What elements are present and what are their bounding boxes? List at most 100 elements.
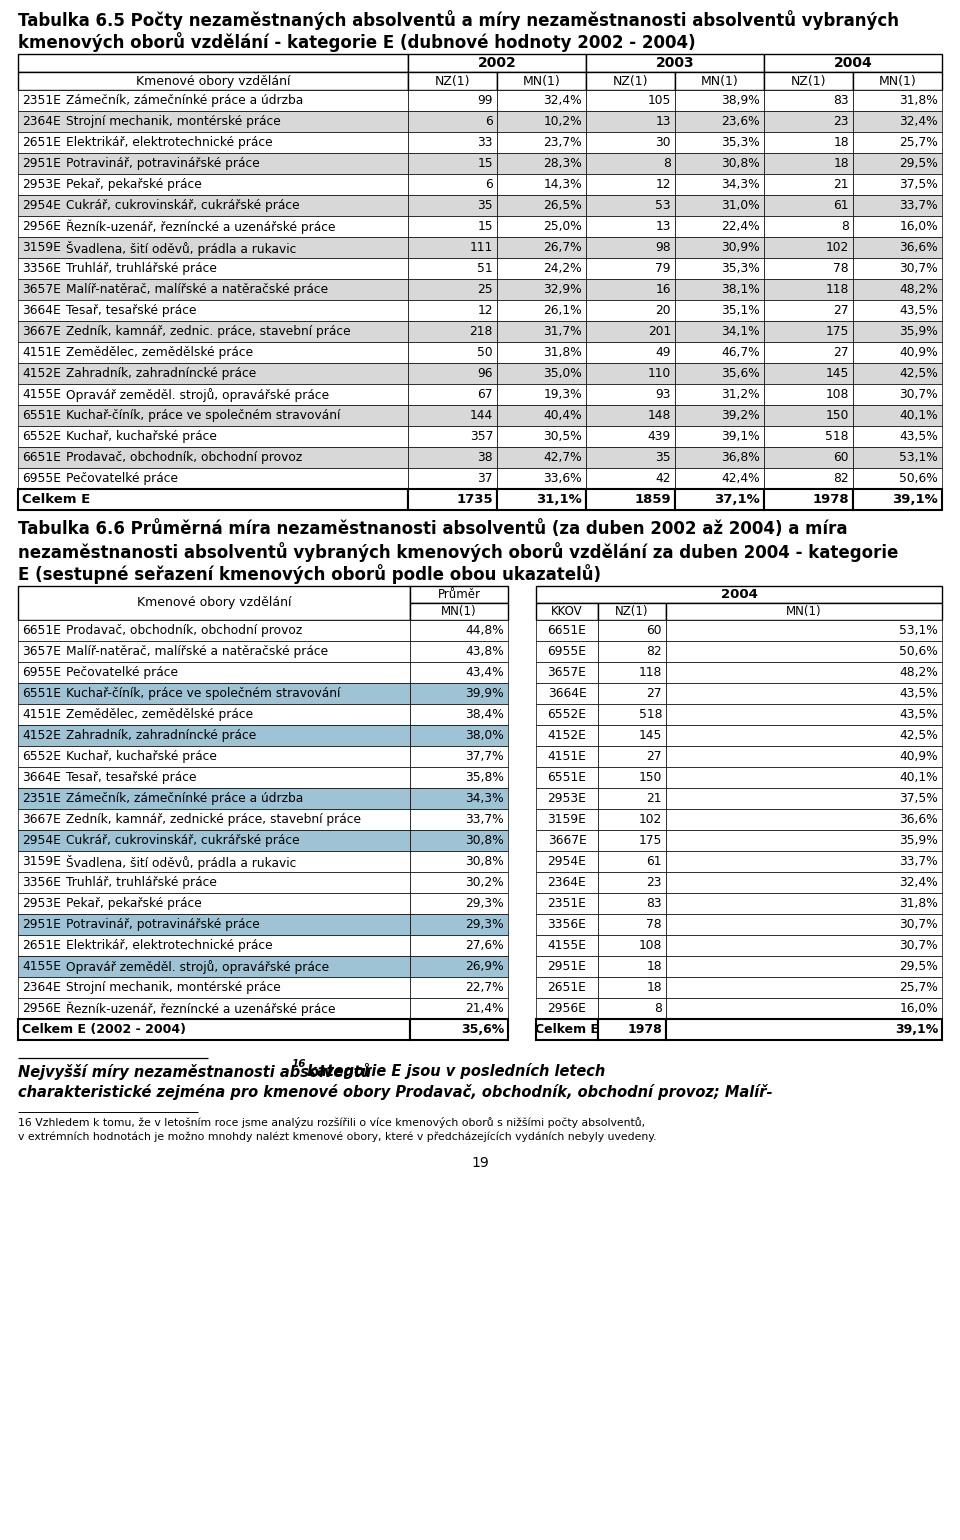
Text: 110: 110 (648, 367, 671, 380)
Text: 111: 111 (469, 240, 493, 254)
Text: 15: 15 (477, 157, 493, 169)
Bar (18, 320, 408, 342)
Bar (598, 745, 666, 767)
Text: Nejvyšší míry nezaměstnanosti absolventů: Nejvyšší míry nezaměstnanosti absolventů (18, 1063, 372, 1080)
Bar (18, 662, 410, 684)
Text: Truhlář, truhlářské práce: Truhlář, truhlářské práce (66, 876, 217, 889)
Text: 61: 61 (833, 199, 849, 213)
Bar (536, 998, 598, 1019)
Bar (18, 196, 408, 216)
Bar (408, 111, 497, 132)
Bar (675, 342, 764, 363)
Text: 23: 23 (646, 876, 662, 889)
Text: 78: 78 (646, 918, 662, 932)
Bar (536, 662, 598, 684)
Text: Kuchař, kuchařské práce: Kuchař, kuchařské práce (66, 750, 217, 762)
Text: Prodavač, obchodník, obchodní provoz: Prodavač, obchodník, obchodní provoz (66, 624, 302, 638)
Text: 27: 27 (833, 303, 849, 317)
Bar (497, 174, 586, 196)
Text: 83: 83 (646, 896, 662, 910)
Text: nezaměstnanosti absolventů vybraných kmenových oborů vzdělání za duben 2004 - ka: nezaměstnanosti absolventů vybraných kme… (18, 542, 899, 562)
Bar (18, 893, 410, 915)
Bar (410, 704, 508, 725)
Text: 175: 175 (638, 835, 662, 847)
Text: 48,2%: 48,2% (900, 665, 938, 679)
Text: Cukrář, cukrovinskář, cukrářské práce: Cukrář, cukrovinskář, cukrářské práce (66, 835, 300, 847)
Text: 82: 82 (833, 471, 849, 485)
Text: 218: 218 (469, 325, 493, 337)
Bar (586, 259, 675, 279)
Text: Celkem E (2002 - 2004): Celkem E (2002 - 2004) (22, 1023, 186, 1036)
Bar (18, 237, 408, 259)
Text: 2003: 2003 (656, 55, 694, 69)
Text: Zemědělec, zemědělské práce: Zemědělec, zemědělské práce (66, 346, 253, 359)
Text: Průměr: Průměr (438, 588, 481, 601)
Text: MN(1): MN(1) (442, 605, 477, 618)
Bar (408, 89, 497, 111)
Bar (675, 152, 764, 174)
Text: 42,5%: 42,5% (900, 728, 938, 742)
Text: 14,3%: 14,3% (543, 179, 582, 191)
Text: 105: 105 (648, 94, 671, 106)
Text: 39,2%: 39,2% (721, 410, 760, 422)
Bar (764, 320, 853, 342)
Bar (675, 490, 764, 510)
Text: Tesař, tesařské práce: Tesař, tesařské práce (66, 303, 197, 317)
Text: 53,1%: 53,1% (900, 451, 938, 464)
Text: 16: 16 (656, 283, 671, 296)
Text: 27: 27 (646, 687, 662, 701)
Text: Malíř-natěrač, malířské a natěračské práce: Malíř-natěrač, malířské a natěračské prá… (66, 283, 328, 296)
Bar (586, 216, 675, 237)
Text: 25: 25 (477, 283, 493, 296)
Bar (764, 54, 942, 72)
Text: 10,2%: 10,2% (543, 116, 582, 128)
Bar (764, 89, 853, 111)
Bar (853, 447, 942, 468)
Text: 50,6%: 50,6% (900, 471, 938, 485)
Text: Zahradník, zahradníncké práce: Zahradník, zahradníncké práce (66, 728, 256, 742)
Text: 3356E: 3356E (22, 876, 60, 889)
Text: 43,5%: 43,5% (900, 303, 938, 317)
Bar (598, 998, 666, 1019)
Bar (675, 405, 764, 427)
Bar (408, 279, 497, 300)
Text: 61: 61 (646, 855, 662, 869)
Text: 3667E: 3667E (22, 325, 60, 337)
Bar (675, 174, 764, 196)
Text: Zemědělec, zemědělské práce: Zemědělec, zemědělské práce (66, 708, 253, 721)
Text: 102: 102 (638, 813, 662, 825)
Bar (536, 621, 598, 641)
Text: 3159E: 3159E (22, 855, 60, 869)
Text: 33,7%: 33,7% (900, 199, 938, 213)
Bar (536, 587, 942, 604)
Text: Elektrikář, elektrotechnické práce: Elektrikář, elektrotechnické práce (66, 136, 273, 149)
Text: 35: 35 (656, 451, 671, 464)
Text: 32,4%: 32,4% (543, 94, 582, 106)
Text: 4151E: 4151E (22, 346, 60, 359)
Bar (536, 976, 598, 998)
Text: Kmenové obory vzdělání: Kmenové obory vzdělání (135, 75, 290, 88)
Text: Elektrikář, elektrotechnické práce: Elektrikář, elektrotechnické práce (66, 939, 273, 952)
Bar (853, 342, 942, 363)
Bar (598, 808, 666, 830)
Text: 1978: 1978 (627, 1023, 662, 1036)
Bar (410, 852, 508, 872)
Text: 34,3%: 34,3% (466, 792, 504, 805)
Bar (598, 976, 666, 998)
Bar (410, 604, 508, 621)
Text: 15: 15 (477, 220, 493, 233)
Text: 37: 37 (477, 471, 493, 485)
Text: 2002: 2002 (478, 55, 516, 69)
Text: 4155E: 4155E (22, 388, 61, 400)
Text: Zedník, kamnář, zednické práce, stavební práce: Zedník, kamnář, zednické práce, stavební… (66, 813, 361, 825)
Bar (410, 641, 508, 662)
Bar (666, 641, 942, 662)
Bar (536, 956, 598, 976)
Text: 34,3%: 34,3% (721, 179, 760, 191)
Bar (586, 468, 675, 490)
Bar (675, 132, 764, 152)
Text: 29,3%: 29,3% (466, 918, 504, 932)
Bar (586, 300, 675, 320)
Text: 83: 83 (833, 94, 849, 106)
Text: 118: 118 (826, 283, 849, 296)
